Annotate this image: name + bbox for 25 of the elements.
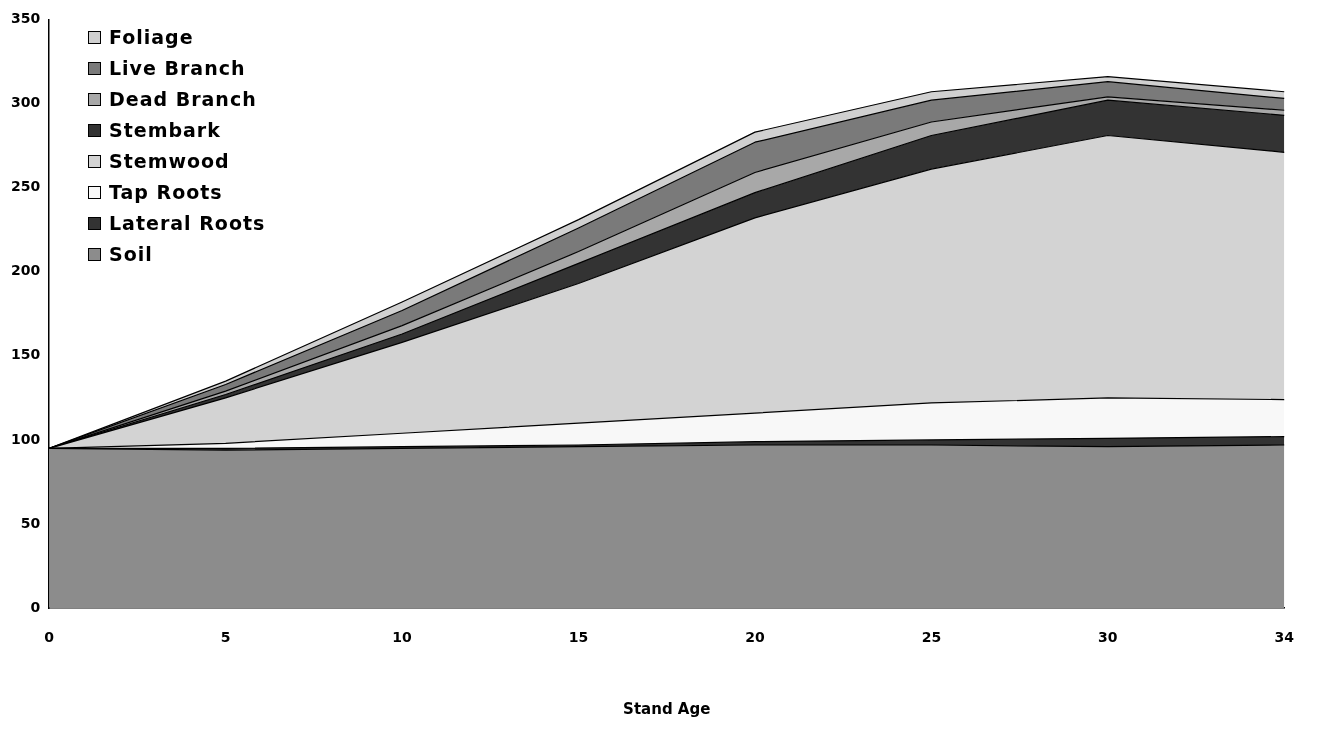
legend-label: Lateral Roots xyxy=(109,212,266,234)
x-tick-label: 10 xyxy=(392,629,413,646)
x-tick-label: 15 xyxy=(568,629,589,646)
x-tick-label: 30 xyxy=(1098,629,1118,646)
y-tick-label: 0 xyxy=(30,598,41,615)
y-tick-label: 50 xyxy=(20,514,41,531)
y-tick-label: 150 xyxy=(10,346,41,363)
legend-label: Stemwood xyxy=(109,150,230,172)
legend-label: Foliage xyxy=(109,26,194,48)
x-tick-label: 20 xyxy=(745,629,765,646)
x-axis-title: Stand Age xyxy=(623,699,711,718)
legend-label: Soil xyxy=(109,243,153,265)
y-tick-label: 200 xyxy=(10,262,41,279)
legend-label: Tap Roots xyxy=(109,181,223,203)
x-tick-label: 34 xyxy=(1274,629,1295,646)
y-tick-label: 300 xyxy=(10,94,41,111)
x-tick-label: 5 xyxy=(220,629,231,646)
x-tick-label: 25 xyxy=(921,629,942,646)
y-tick-label: 350 xyxy=(10,10,41,27)
legend-label: Live Branch xyxy=(109,57,246,79)
y-tick-label: 100 xyxy=(10,430,41,447)
legend-label: Dead Branch xyxy=(109,88,257,110)
x-tick-label: 0 xyxy=(44,629,55,646)
y-tick-label: 250 xyxy=(10,178,41,195)
legend-label: Stembark xyxy=(109,119,221,141)
